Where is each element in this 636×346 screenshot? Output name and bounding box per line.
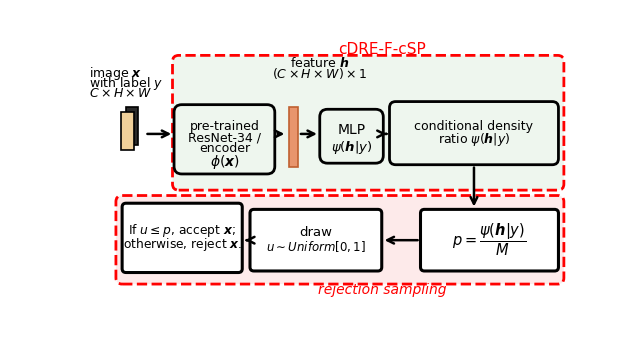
Text: image $\boldsymbol{x}$: image $\boldsymbol{x}$ xyxy=(89,65,142,82)
Text: pre-trained: pre-trained xyxy=(190,120,259,134)
Bar xyxy=(289,107,298,167)
FancyBboxPatch shape xyxy=(116,195,564,284)
Text: If $u \leq p$, accept $\boldsymbol{x}$;: If $u \leq p$, accept $\boldsymbol{x}$; xyxy=(128,222,236,239)
Text: ResNet-34 /: ResNet-34 / xyxy=(188,131,261,144)
FancyBboxPatch shape xyxy=(250,209,382,271)
FancyBboxPatch shape xyxy=(122,203,242,273)
Text: $C \times H \times W$: $C \times H \times W$ xyxy=(89,88,153,100)
Polygon shape xyxy=(126,107,139,145)
Text: $\phi(\boldsymbol{x})$: $\phi(\boldsymbol{x})$ xyxy=(210,153,239,171)
Text: rejection sampling: rejection sampling xyxy=(317,283,446,297)
Text: ratio $\psi(\boldsymbol{h}|y)$: ratio $\psi(\boldsymbol{h}|y)$ xyxy=(438,131,510,148)
Text: $\psi(\boldsymbol{h}|y)$: $\psi(\boldsymbol{h}|y)$ xyxy=(331,138,372,155)
FancyBboxPatch shape xyxy=(320,109,384,163)
Text: draw: draw xyxy=(300,226,333,239)
Text: $(C \times H \times W) \times 1$: $(C \times H \times W) \times 1$ xyxy=(272,66,367,81)
Text: $u{\sim}Uniform[0,1]$: $u{\sim}Uniform[0,1]$ xyxy=(266,239,366,254)
FancyBboxPatch shape xyxy=(172,55,564,190)
FancyBboxPatch shape xyxy=(420,209,558,271)
Polygon shape xyxy=(121,112,134,150)
Text: encoder: encoder xyxy=(199,142,250,155)
FancyBboxPatch shape xyxy=(389,102,558,165)
Text: cDRE-F-cSP: cDRE-F-cSP xyxy=(338,42,425,57)
FancyBboxPatch shape xyxy=(174,104,275,174)
Text: MLP: MLP xyxy=(338,123,366,137)
Text: conditional density: conditional density xyxy=(415,120,534,134)
Text: otherwise, reject $\boldsymbol{x}.$: otherwise, reject $\boldsymbol{x}.$ xyxy=(123,236,242,253)
Text: feature $\boldsymbol{h}$: feature $\boldsymbol{h}$ xyxy=(290,56,350,70)
Text: with label $y$: with label $y$ xyxy=(89,75,163,92)
Text: $p = \dfrac{\psi(\boldsymbol{h}|y)}{M}$: $p = \dfrac{\psi(\boldsymbol{h}|y)}{M}$ xyxy=(452,222,527,258)
